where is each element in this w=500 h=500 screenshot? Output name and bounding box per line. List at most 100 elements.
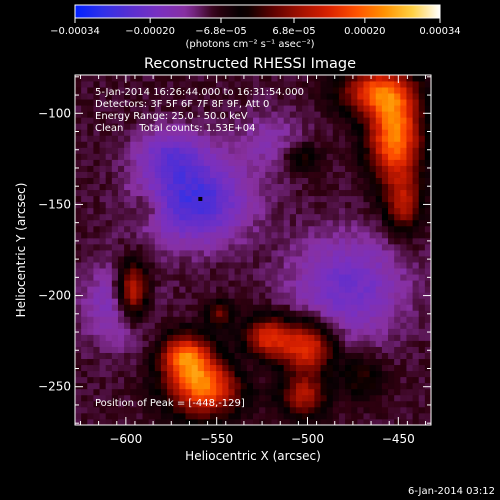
heatmap-cell: [289, 135, 297, 142]
heatmap-cell: [283, 382, 291, 390]
heatmap-cell: [124, 376, 131, 384]
heatmap-cell: [295, 328, 303, 335]
heatmap-cell: [369, 165, 377, 172]
heatmap-cell: [234, 364, 242, 372]
heatmap-cell: [130, 352, 137, 360]
heatmap-cell: [271, 304, 278, 311]
heatmap-cell: [173, 352, 180, 360]
heatmap-cell: [167, 183, 174, 191]
heatmap-cell: [302, 213, 309, 221]
heatmap-cell: [388, 256, 395, 263]
heatmap-cell: [160, 328, 168, 335]
heatmap-cell: [302, 280, 309, 287]
heatmap-cell: [314, 123, 321, 130]
heatmap-cell: [160, 231, 168, 239]
heatmap-cell: [314, 75, 321, 82]
heatmap-cell: [375, 81, 383, 88]
heatmap-cell: [93, 237, 100, 245]
heatmap-cell: [320, 406, 328, 414]
heatmap-cell: [289, 316, 297, 323]
heatmap-cell: [240, 286, 248, 293]
heatmap-cell: [148, 207, 156, 215]
heatmap-cell: [277, 376, 285, 384]
heatmap-cell: [210, 412, 217, 420]
heatmap-cell: [136, 334, 143, 341]
heatmap-cell: [228, 237, 235, 245]
heatmap-cell: [136, 237, 143, 245]
heatmap-cell: [357, 322, 364, 329]
heatmap-cell: [283, 75, 291, 82]
heatmap-cell: [246, 310, 254, 317]
heatmap-cell: [81, 165, 88, 172]
heatmap-cell: [289, 268, 297, 275]
heatmap-cell: [124, 219, 131, 227]
heatmap-cell: [289, 358, 297, 366]
heatmap-cell: [234, 141, 242, 148]
heatmap-cell: [179, 87, 186, 94]
heatmap-cell: [283, 376, 291, 384]
colorbar: [75, 5, 440, 18]
heatmap-cell: [185, 171, 193, 178]
heatmap-cell: [369, 111, 377, 118]
heatmap-cell: [295, 75, 303, 82]
heatmap-cell: [81, 147, 88, 154]
heatmap-cell: [289, 250, 297, 257]
heatmap-cell: [148, 322, 156, 329]
heatmap-cell: [314, 406, 321, 414]
heatmap-cell: [203, 99, 211, 106]
heatmap-cell: [222, 250, 229, 257]
heatmap-cell: [394, 292, 401, 299]
heatmap-cell: [302, 201, 309, 209]
heatmap-cell: [375, 406, 383, 414]
heatmap-cell: [289, 189, 297, 197]
heatmap-cell: [148, 165, 156, 172]
heatmap-cell: [130, 219, 137, 227]
heatmap-cell: [93, 382, 100, 390]
heatmap-cell: [283, 219, 291, 227]
heatmap-cell: [148, 153, 156, 160]
heatmap-cell: [87, 364, 94, 372]
heatmap-cell: [332, 400, 340, 408]
heatmap-cell: [375, 250, 383, 257]
heatmap-cell: [234, 304, 242, 311]
heatmap-cell: [375, 147, 383, 154]
heatmap-cell: [228, 316, 235, 323]
heatmap-cell: [228, 123, 235, 130]
heatmap-cell: [111, 400, 119, 408]
heatmap-cell: [388, 141, 395, 148]
heatmap-cell: [148, 370, 156, 378]
heatmap-cell: [142, 177, 150, 185]
heatmap-cell: [412, 201, 420, 209]
heatmap-cell: [381, 165, 389, 172]
heatmap-cell: [406, 213, 413, 221]
heatmap-cell: [394, 358, 401, 366]
heatmap-cell: [203, 364, 211, 372]
heatmap-cell: [222, 316, 229, 323]
y-axis-ticks: −250−200−150−100: [38, 76, 431, 424]
heatmap-cell: [124, 340, 131, 347]
heatmap-cell: [240, 292, 248, 299]
heatmap-cell: [117, 400, 125, 408]
heatmap-cell: [424, 183, 432, 191]
heatmap-cell: [136, 400, 143, 408]
heatmap-cell: [160, 189, 168, 197]
heatmap-cell: [338, 135, 346, 142]
heatmap-cell: [81, 418, 88, 426]
heatmap-cell: [81, 310, 88, 317]
heatmap-cell: [117, 117, 125, 124]
heatmap-cell: [81, 135, 88, 142]
heatmap-cell: [277, 243, 285, 251]
heatmap-cell: [259, 225, 266, 233]
heatmap-cell: [381, 412, 389, 420]
heatmap-cell: [203, 81, 211, 88]
heatmap-cell: [148, 105, 156, 112]
heatmap-cell: [240, 153, 248, 160]
heatmap-cell: [160, 256, 168, 263]
heatmap-cell: [320, 286, 328, 293]
heatmap-cell: [406, 400, 413, 408]
heatmap-cell: [216, 298, 223, 305]
heatmap-cell: [357, 81, 364, 88]
heatmap-cell: [320, 340, 328, 347]
heatmap-cell: [203, 165, 211, 172]
heatmap-cell: [75, 81, 82, 88]
